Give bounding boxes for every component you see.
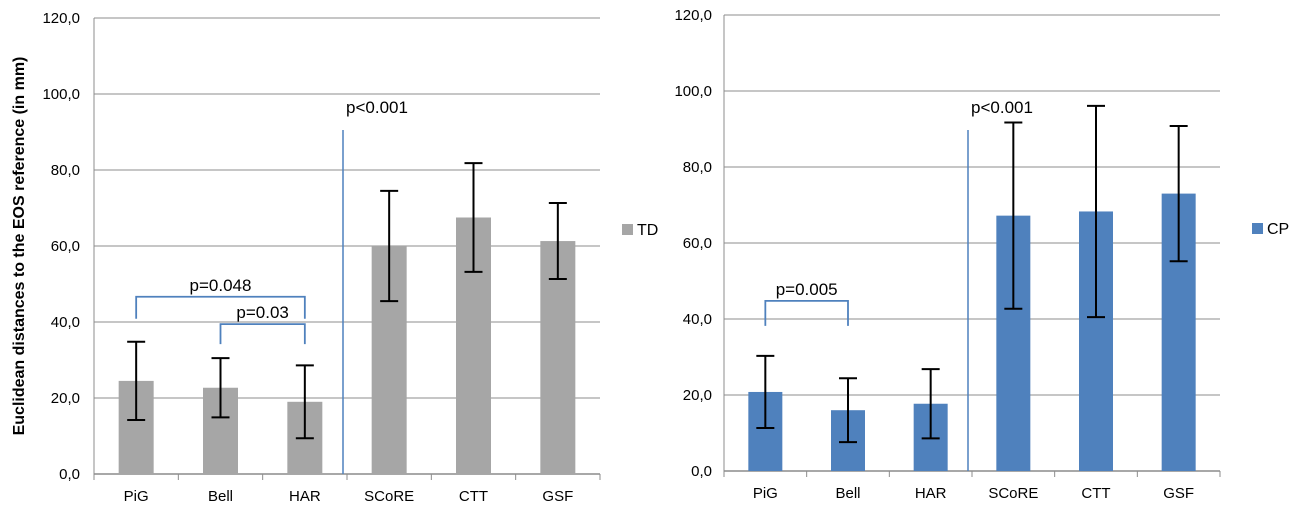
x-tick-label: Bell [835, 485, 860, 502]
x-tick-label: PiG [753, 485, 778, 502]
p-value-label: p=0.005 [776, 280, 838, 299]
y-tick-label: 40,0 [683, 311, 712, 328]
x-tick-label: GSF [1163, 485, 1194, 502]
y-tick-label: 80,0 [683, 159, 712, 176]
y-tick-label: 60,0 [51, 238, 80, 255]
legend-swatch [622, 224, 633, 235]
x-tick-label: GSF [542, 488, 573, 505]
x-tick-label: CTT [459, 488, 488, 505]
p-value-label: p<0.001 [971, 98, 1033, 117]
p-value-label: p=0.03 [236, 303, 288, 322]
x-tick-label: Bell [208, 488, 233, 505]
legend-label: CP [1267, 221, 1289, 238]
legend-swatch [1252, 223, 1263, 234]
p-value-label: p<0.001 [346, 98, 408, 117]
y-tick-label: 100,0 [674, 83, 712, 100]
y-tick-label: 100,0 [42, 86, 80, 103]
y-tick-label: 80,0 [51, 162, 80, 179]
y-tick-label: 0,0 [691, 463, 712, 480]
legend-label: TD [637, 222, 658, 239]
y-tick-label: 20,0 [51, 390, 80, 407]
y-tick-label: 120,0 [42, 10, 80, 27]
y-tick-label: 20,0 [683, 387, 712, 404]
significance-bracket [219, 323, 306, 345]
x-tick-label: SCoRE [364, 488, 414, 505]
y-axis-label: Euclidean distances to the EOS reference… [11, 57, 28, 436]
x-tick-label: HAR [915, 485, 947, 502]
p-value-label: p=0.048 [190, 276, 252, 295]
y-tick-label: 120,0 [674, 7, 712, 24]
chart-panel: 0,0 20,0 40,0 60,0 80,0 100,0 120,0 PiG Bell HAR S… [42, 10, 658, 505]
x-tick-label: CTT [1081, 485, 1110, 502]
y-tick-label: 0,0 [59, 466, 80, 483]
x-tick-label: PiG [124, 488, 149, 505]
y-tick-label: 60,0 [683, 235, 712, 252]
chart-panel: 0,0 20,0 40,0 60,0 80,0 100,0 120,0 PiG Bell HAR S… [674, 7, 1289, 502]
significance-bracket [764, 299, 849, 326]
x-tick-label: HAR [289, 488, 321, 505]
significance-bracket [135, 295, 306, 319]
x-tick-label: SCoRE [988, 485, 1038, 502]
y-tick-label: 40,0 [51, 314, 80, 331]
